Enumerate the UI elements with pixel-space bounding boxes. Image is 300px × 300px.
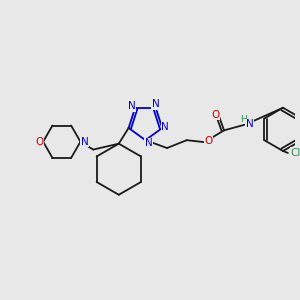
Text: N: N (161, 122, 169, 132)
Text: N: N (152, 99, 160, 109)
Text: N: N (145, 138, 152, 148)
Text: H: H (240, 115, 247, 124)
Text: O: O (211, 110, 219, 120)
Text: O: O (35, 137, 43, 147)
Text: Cl: Cl (291, 148, 300, 158)
Text: N: N (246, 119, 254, 130)
Text: N: N (128, 101, 136, 111)
Text: N: N (80, 137, 88, 147)
Text: O: O (204, 136, 212, 146)
